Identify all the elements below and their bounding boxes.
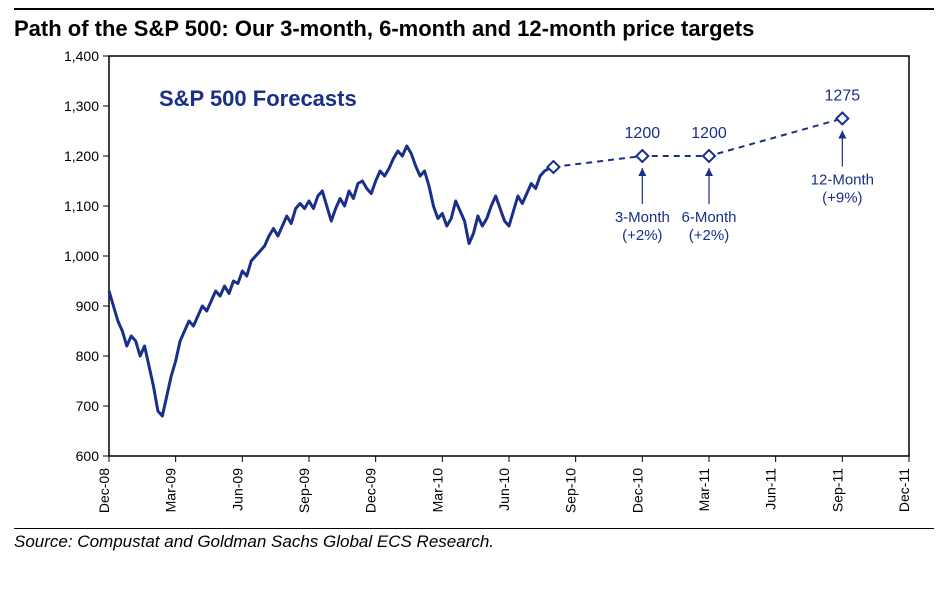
- y-tick-label: 1,400: [64, 48, 99, 64]
- x-tick-label: Dec-08: [96, 468, 112, 513]
- x-tick-label: Dec-09: [363, 468, 379, 513]
- arrowhead-icon: [838, 131, 846, 139]
- y-tick-label: 1,000: [64, 248, 99, 264]
- y-tick-label: 1,100: [64, 198, 99, 214]
- sp500-history-line: [109, 146, 549, 416]
- x-tick-label: Mar-10: [429, 468, 445, 513]
- y-tick-label: 700: [76, 398, 100, 414]
- y-tick-label: 1,300: [64, 98, 99, 114]
- x-tick-label: Dec-11: [896, 468, 912, 512]
- y-tick-label: 900: [76, 298, 100, 314]
- plot-border: [109, 56, 909, 456]
- target-name-label: 3-Month: [615, 209, 670, 226]
- y-tick-label: 800: [76, 348, 100, 364]
- x-tick-label: Sep-09: [296, 468, 312, 513]
- x-tick-label: Mar-09: [163, 468, 179, 513]
- x-tick-label: Sep-10: [563, 468, 579, 513]
- x-tick-label: Jun-09: [229, 468, 245, 511]
- x-tick-label: Dec-10: [629, 468, 645, 513]
- forecast-marker: [547, 161, 559, 173]
- x-tick-label: Sep-11: [829, 468, 845, 512]
- y-tick-label: 600: [76, 448, 100, 464]
- target-value-label: 1200: [625, 125, 661, 142]
- target-name-label: 6-Month: [681, 209, 736, 226]
- forecast-marker: [703, 150, 715, 162]
- arrowhead-icon: [638, 168, 646, 176]
- chart-inner-title: S&P 500 Forecasts: [159, 86, 357, 111]
- target-pct-label: (+2%): [689, 227, 729, 244]
- target-value-label: 1200: [691, 125, 727, 142]
- target-pct-label: (+9%): [822, 190, 862, 207]
- forecast-marker: [636, 150, 648, 162]
- chart-area: 600 700 800 900 1,000 1,100 1,200 1,300 1,400 Dec…: [14, 46, 924, 526]
- target-pct-label: (+2%): [622, 227, 662, 244]
- y-tick-label: 1,200: [64, 148, 99, 164]
- target-value-label: 1275: [825, 88, 861, 105]
- target-name-label: 12-Month: [811, 172, 874, 189]
- x-tick-label: Jun-11: [763, 468, 779, 510]
- page-title: Path of the S&P 500: Our 3-month, 6-mont…: [14, 16, 934, 42]
- forecast-marker: [836, 113, 848, 125]
- arrowhead-icon: [705, 168, 713, 176]
- source-text: Source: Compustat and Goldman Sachs Glob…: [14, 528, 934, 552]
- x-tick-label: Jun-10: [496, 468, 512, 511]
- x-tick-label: Mar-11: [696, 468, 712, 512]
